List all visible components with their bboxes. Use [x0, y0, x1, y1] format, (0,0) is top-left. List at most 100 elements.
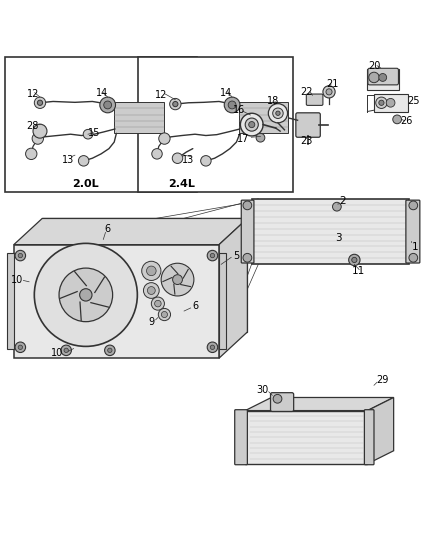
Text: 12: 12 — [27, 89, 39, 99]
Polygon shape — [42, 219, 247, 332]
Text: 23: 23 — [300, 136, 312, 146]
FancyBboxPatch shape — [306, 94, 323, 106]
Circle shape — [151, 297, 164, 310]
Text: 14: 14 — [96, 88, 108, 98]
Circle shape — [33, 124, 47, 138]
Circle shape — [386, 99, 395, 107]
Text: 1: 1 — [412, 242, 419, 252]
Circle shape — [25, 148, 37, 159]
Bar — [367, 69, 399, 90]
Polygon shape — [245, 398, 394, 410]
FancyBboxPatch shape — [368, 68, 399, 85]
Circle shape — [108, 348, 112, 352]
Circle shape — [409, 201, 418, 210]
Circle shape — [37, 100, 42, 106]
Circle shape — [376, 97, 387, 108]
Circle shape — [326, 89, 332, 95]
Circle shape — [268, 103, 288, 123]
Circle shape — [158, 309, 170, 321]
Circle shape — [256, 133, 265, 142]
Circle shape — [352, 257, 357, 263]
Circle shape — [147, 266, 156, 276]
Text: 25: 25 — [407, 95, 420, 106]
Polygon shape — [219, 253, 226, 350]
Text: 6: 6 — [192, 301, 198, 311]
Circle shape — [152, 149, 162, 159]
Circle shape — [276, 111, 280, 116]
Circle shape — [104, 101, 112, 109]
Text: 29: 29 — [377, 375, 389, 385]
Circle shape — [393, 115, 402, 124]
Circle shape — [148, 287, 155, 294]
Circle shape — [323, 86, 335, 98]
Circle shape — [173, 101, 178, 107]
Text: 18: 18 — [268, 96, 280, 107]
Polygon shape — [14, 245, 219, 358]
Circle shape — [18, 345, 22, 350]
Text: 2.0L: 2.0L — [73, 179, 99, 189]
Text: 13: 13 — [182, 155, 194, 165]
Circle shape — [105, 345, 115, 356]
Polygon shape — [219, 219, 247, 358]
Circle shape — [409, 253, 418, 262]
Circle shape — [83, 130, 93, 139]
FancyBboxPatch shape — [406, 200, 420, 263]
Polygon shape — [367, 398, 394, 464]
Circle shape — [243, 253, 252, 262]
FancyBboxPatch shape — [241, 200, 254, 263]
Circle shape — [159, 133, 170, 144]
Circle shape — [18, 253, 22, 258]
Text: 10: 10 — [11, 276, 23, 286]
Polygon shape — [14, 219, 247, 245]
Circle shape — [207, 251, 218, 261]
Circle shape — [379, 100, 384, 106]
Circle shape — [245, 118, 258, 131]
Bar — [374, 94, 408, 111]
Circle shape — [64, 348, 68, 352]
Circle shape — [379, 74, 387, 82]
Circle shape — [224, 97, 240, 113]
Text: 26: 26 — [401, 116, 413, 126]
FancyBboxPatch shape — [364, 410, 374, 465]
Bar — [138, 57, 293, 192]
Text: 6: 6 — [105, 224, 111, 235]
Text: 5: 5 — [233, 251, 240, 261]
Text: 10: 10 — [51, 348, 64, 358]
Circle shape — [273, 394, 282, 403]
Text: 22: 22 — [300, 87, 313, 97]
Text: 9: 9 — [148, 317, 154, 327]
Circle shape — [369, 72, 379, 83]
Circle shape — [155, 300, 161, 307]
FancyBboxPatch shape — [296, 113, 320, 138]
Circle shape — [15, 251, 25, 261]
Circle shape — [145, 247, 210, 312]
Circle shape — [161, 311, 167, 318]
Bar — [5, 57, 197, 192]
Circle shape — [32, 133, 43, 144]
Circle shape — [161, 263, 194, 296]
Circle shape — [172, 153, 183, 164]
Polygon shape — [245, 410, 367, 464]
Circle shape — [78, 156, 89, 166]
Circle shape — [228, 101, 236, 109]
Circle shape — [61, 345, 71, 356]
Text: 3: 3 — [335, 233, 342, 243]
Bar — [252, 199, 409, 264]
Text: 14: 14 — [220, 88, 233, 98]
Circle shape — [144, 282, 159, 298]
FancyBboxPatch shape — [235, 410, 247, 465]
Circle shape — [332, 203, 341, 211]
Text: 13: 13 — [62, 155, 74, 165]
Bar — [114, 102, 164, 133]
Text: 12: 12 — [155, 91, 168, 100]
Circle shape — [142, 261, 161, 280]
Text: 2.4L: 2.4L — [169, 179, 195, 189]
Text: 16: 16 — [233, 105, 245, 115]
Circle shape — [210, 253, 215, 258]
Circle shape — [34, 97, 46, 108]
Circle shape — [240, 113, 263, 136]
Text: 2: 2 — [340, 196, 346, 206]
Circle shape — [207, 342, 218, 352]
Circle shape — [249, 122, 255, 128]
Circle shape — [243, 201, 252, 210]
